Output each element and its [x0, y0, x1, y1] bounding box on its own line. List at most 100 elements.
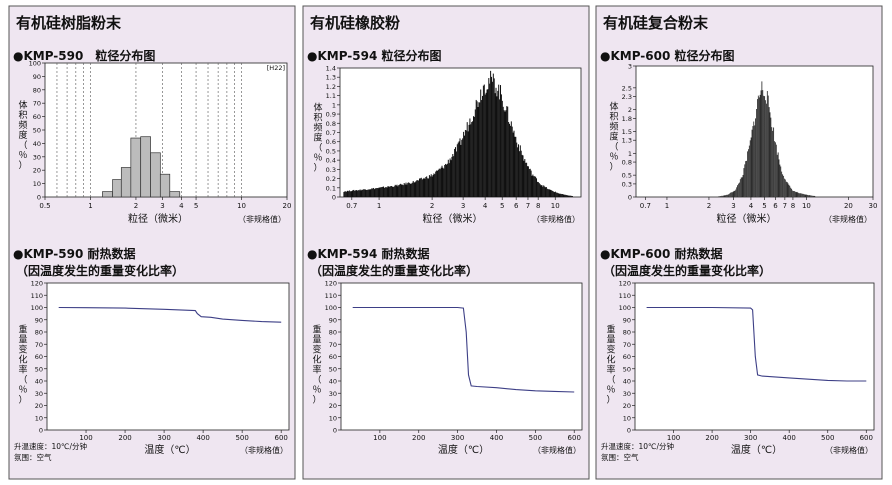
y-tick-label: 90	[35, 316, 43, 324]
panel-title: 有机硅树脂粉末	[16, 14, 122, 32]
distribution-spike	[383, 186, 385, 197]
distribution-spike	[773, 127, 775, 197]
distribution-spike	[503, 110, 505, 197]
x-tick-label: 500	[529, 434, 542, 442]
y-tick-label: 0.7	[326, 129, 336, 137]
distribution-spike	[500, 85, 502, 197]
panel-title: 有机硅橡胶粉	[310, 14, 400, 32]
distribution-spike	[365, 189, 367, 197]
x-tick-label: 3	[731, 202, 735, 210]
distribution-spike	[721, 195, 723, 197]
distribution-spike	[353, 189, 355, 197]
distribution-spike	[415, 181, 417, 197]
distribution-spike	[515, 136, 517, 197]
unit-note: [H22]	[267, 64, 285, 72]
distribution-spike	[785, 181, 787, 197]
y-tick-label: 60	[33, 113, 41, 121]
distribution-spike	[775, 142, 777, 197]
distribution-spike	[478, 102, 480, 197]
distribution-spike	[726, 194, 728, 197]
heat-y-axis-label: 重量变化率（％）	[606, 324, 615, 406]
distribution-spike	[750, 137, 752, 197]
distribution-spike	[444, 164, 446, 197]
distribution-spike	[789, 185, 791, 197]
distribution-spike	[557, 193, 559, 197]
x-tick-label: 600	[275, 434, 288, 442]
distribution-spike	[368, 189, 370, 197]
y-tick-label: 110	[619, 292, 631, 300]
distribution-spike	[476, 101, 478, 197]
distribution-spike	[725, 195, 727, 197]
y-tick-label: 50	[623, 365, 631, 373]
distribution-spike	[514, 136, 516, 197]
distribution-spike	[553, 191, 555, 197]
heat-x-axis-label: 温度（℃）	[438, 443, 489, 456]
distribution-spike	[412, 180, 414, 197]
distribution-spike	[376, 188, 378, 197]
x-tick-label: 2	[134, 202, 138, 210]
y-tick-label: 90	[329, 316, 337, 324]
distribution-spike	[465, 130, 467, 197]
y-tick-label: 80	[329, 329, 337, 337]
distribution-spike	[510, 121, 512, 197]
distribution-spike	[738, 183, 740, 197]
condition-atmosphere: 氛围：空气	[601, 452, 639, 462]
y-tick-label: 30	[329, 390, 337, 398]
distribution-spike	[401, 184, 403, 197]
distribution-spike	[730, 192, 732, 197]
distribution-spike	[462, 138, 464, 197]
distribution-spike	[723, 195, 725, 197]
distribution-spike	[797, 192, 799, 197]
heat-heading: ●KMP-600 耐热数据	[600, 246, 723, 261]
distribution-spike	[351, 191, 353, 197]
distribution-spike	[408, 182, 410, 197]
distribution-spike	[420, 177, 422, 197]
distribution-spike	[770, 117, 772, 197]
x-tick-label: 4	[179, 202, 184, 210]
distribution-spike	[743, 168, 745, 197]
distribution-spike	[742, 174, 744, 197]
distribution-spike	[410, 183, 412, 197]
distribution-spike	[761, 81, 763, 197]
distribution-spike	[811, 195, 813, 197]
distribution-spike	[720, 196, 722, 197]
distribution-spike	[494, 93, 496, 197]
x-tick-label: 100	[667, 434, 680, 442]
y-tick-label: 0.8	[622, 159, 632, 167]
dist-note: （非规格值）	[238, 214, 286, 224]
y-tick-label: 0.8	[326, 120, 336, 128]
distribution-spike	[540, 185, 542, 197]
distribution-spike	[735, 189, 737, 197]
distribution-spike	[755, 118, 757, 197]
distribution-spike	[806, 194, 808, 197]
distribution-spike	[393, 186, 395, 197]
distribution-spike	[779, 164, 781, 197]
heat-chart-1: 0 10 20 30 40 50 60 70 80 90 100 110 120 100 200 300 400…	[31, 280, 290, 442]
distribution-spike	[468, 124, 470, 197]
distribution-spike	[370, 189, 372, 197]
distribution-spike	[414, 182, 416, 197]
distribution-spike	[360, 190, 362, 197]
distribution-spike	[543, 185, 545, 197]
distribution-spike	[472, 121, 474, 197]
bar	[130, 137, 142, 198]
distribution-spike	[469, 118, 471, 197]
distribution-spike	[377, 188, 379, 197]
distribution-spike	[784, 178, 786, 197]
distribution-spike	[556, 192, 558, 197]
distribution-spike	[374, 188, 376, 197]
distribution-spike	[372, 188, 374, 197]
distribution-spike	[409, 183, 411, 197]
y-tick-label: 90	[623, 316, 631, 324]
distribution-spikes	[718, 81, 816, 197]
distribution-spike	[359, 189, 361, 197]
distribution-spike	[446, 163, 448, 197]
y-tick-label: 1.1	[326, 92, 336, 100]
distribution-spike	[459, 138, 461, 197]
distribution-spike	[347, 191, 349, 197]
distribution-spike	[548, 189, 550, 197]
distribution-spike	[344, 191, 346, 197]
distribution-spike	[387, 186, 389, 197]
distribution-spike	[718, 196, 720, 197]
